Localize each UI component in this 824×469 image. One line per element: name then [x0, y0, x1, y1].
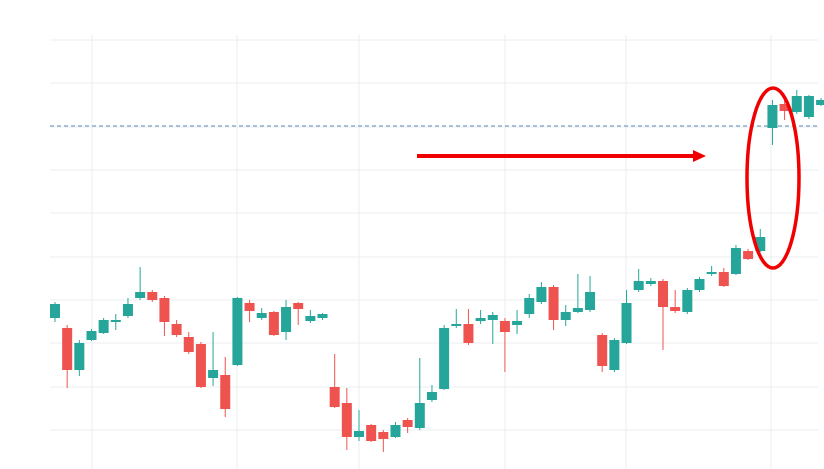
candle-body [779, 104, 790, 111]
candle-body [98, 320, 109, 333]
candle-body [232, 298, 243, 365]
candle-body [147, 292, 158, 300]
candle-body [329, 387, 340, 407]
candle-body [597, 335, 608, 366]
candle-body [670, 307, 681, 311]
candle-body [293, 303, 304, 309]
candle-body [803, 96, 814, 117]
annotation-ellipse [745, 86, 801, 270]
candle-body [633, 281, 644, 290]
candle-body [414, 403, 425, 428]
candle-body [268, 312, 279, 335]
candle-body [354, 431, 364, 437]
candle-body [694, 279, 705, 290]
candle-body [50, 304, 60, 318]
candle-body [439, 328, 450, 389]
candle-body [171, 324, 182, 335]
candle-body [281, 307, 292, 332]
candle-body [585, 292, 596, 310]
candle-body [341, 403, 352, 437]
candle-body [475, 318, 486, 321]
candle-body [366, 425, 377, 441]
candle-body [487, 315, 498, 320]
candle-body [183, 337, 194, 352]
candle-body [110, 320, 121, 322]
candle-body [548, 287, 559, 320]
candle-body [816, 100, 824, 105]
candle-body [256, 313, 267, 318]
candle-body [244, 303, 255, 311]
candle-body [682, 290, 693, 312]
candle-body [499, 321, 510, 332]
candle-body [159, 298, 170, 322]
candle-body [767, 105, 778, 128]
candle-body [743, 251, 754, 259]
candle-body [463, 324, 474, 343]
candle-body [718, 272, 729, 286]
candle-body [536, 287, 547, 302]
candle-body [658, 281, 668, 307]
candle-body [317, 314, 328, 318]
candle-body [572, 308, 583, 312]
candle-body [86, 331, 97, 340]
candle-body [122, 304, 133, 316]
x-grid [91, 35, 772, 469]
candle-body [195, 344, 206, 387]
candle-body [560, 312, 571, 320]
candle-body [220, 375, 231, 409]
candle-body [609, 340, 620, 370]
candle-body [378, 432, 389, 439]
candle-body [426, 392, 437, 400]
candle-body [208, 370, 219, 378]
candle-body [791, 96, 802, 112]
candle-body [524, 298, 535, 314]
candle-body [62, 328, 73, 370]
candle-body [451, 324, 462, 326]
candle-body [402, 420, 413, 427]
candle-body [730, 248, 741, 274]
candle-body [390, 425, 401, 437]
candle-body [512, 321, 523, 325]
candle-body [755, 237, 766, 251]
candle-body [305, 316, 316, 321]
candle-body [645, 281, 656, 284]
candle-body [706, 272, 717, 274]
candle-body [74, 343, 85, 370]
candle-body [135, 292, 146, 298]
candle-body [621, 303, 632, 343]
annotation-arrow-head [693, 150, 706, 162]
